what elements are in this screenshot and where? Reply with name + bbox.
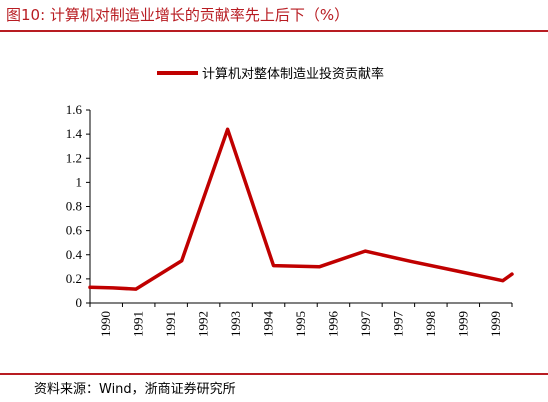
y-tick-label: 0.4 — [66, 247, 83, 262]
x-tick-label: 1998 — [423, 311, 438, 337]
y-tick-label: 1.2 — [66, 150, 82, 165]
source-divider — [0, 373, 548, 375]
x-tick-label: 1990 — [98, 311, 113, 337]
x-tick-label: 1996 — [325, 311, 340, 338]
source-note: 资料来源：Wind，浙商证券研究所 — [34, 382, 236, 397]
y-tick-label: 0.2 — [66, 271, 82, 286]
series-line-0 — [88, 127, 514, 291]
y-tick-label: 0.6 — [66, 223, 83, 238]
x-tick-label: 1991 — [163, 311, 178, 337]
y-tick-label: 0.8 — [66, 199, 82, 214]
x-tick-label: 1992 — [196, 311, 211, 337]
x-tick-label: 1997 — [358, 311, 373, 338]
y-tick-label: 1.6 — [66, 102, 83, 117]
chart-series — [88, 127, 514, 291]
figure-title: 图10: 计算机对制造业增长的贡献率先上后下（%） — [6, 6, 350, 24]
title-divider — [0, 30, 548, 32]
y-axis-ticks: 0 0.2 0.4 0.6 0.8 1 1.2 1.4 1.6 — [66, 102, 90, 310]
y-tick-label: 0 — [76, 295, 83, 310]
x-axis-ticks: 1990 1991 1991 1992 1993 1994 1995 1996 1997 1997… — [89, 303, 513, 338]
x-tick-label: 1991 — [131, 311, 146, 337]
x-tick-label: 1993 — [228, 311, 243, 337]
legend-label: 计算机对整体制造业投资贡献率 — [202, 66, 384, 82]
y-tick-label: 1 — [76, 174, 83, 189]
x-tick-label: 1999 — [455, 311, 470, 337]
x-tick-label: 1994 — [261, 311, 276, 338]
y-tick-label: 1.4 — [66, 126, 83, 141]
chart-legend: 计算机对整体制造业投资贡献率 — [157, 66, 384, 82]
line-chart: 计算机对整体制造业投资贡献率 0 0.2 0.4 0.6 0.8 1 1.2 1.4 1.6 1… — [66, 66, 514, 338]
x-tick-label: 1997 — [390, 311, 405, 338]
x-tick-label: 1995 — [293, 311, 308, 337]
chart-axes — [89, 110, 512, 304]
x-tick-label: 1999 — [488, 311, 503, 337]
